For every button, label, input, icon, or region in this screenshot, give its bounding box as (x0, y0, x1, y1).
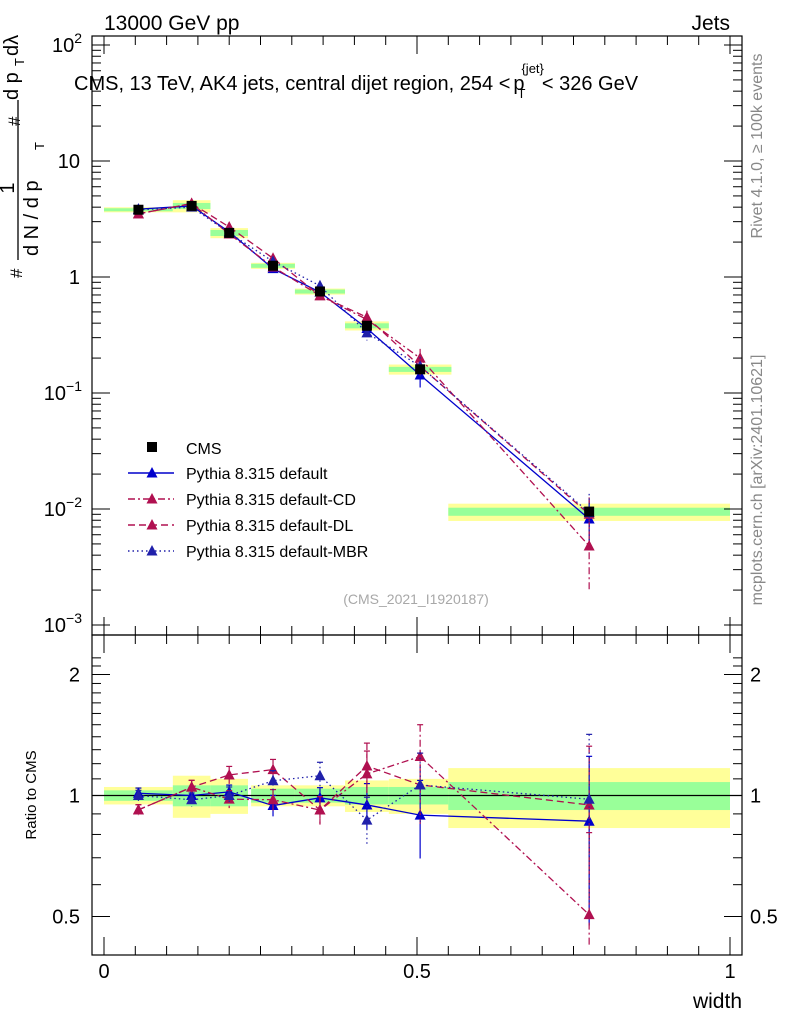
x-tick-label: 0.5 (403, 961, 431, 983)
cms-data-marker (268, 260, 279, 271)
ylabel-dp-sub: T (12, 58, 27, 66)
ratio-series-marker (267, 774, 279, 786)
cms-data-points (133, 200, 595, 517)
main-series-marker (361, 326, 373, 338)
main-y-tick-label: 10−1 (44, 378, 82, 405)
ratio-series-line (138, 765, 590, 811)
ratio-series-line (138, 791, 590, 822)
chart-title-tail: < 326 GeV (542, 73, 639, 95)
ylabel-denominator-sub: T (32, 142, 47, 150)
header-process-label: Jets (691, 12, 730, 35)
cms-data-marker (186, 200, 197, 211)
main-series-marker (583, 539, 595, 551)
chart-title-main: CMS, 13 TeV, AK4 jets, central dijet reg… (74, 73, 510, 95)
ratio-series-marker (361, 759, 373, 771)
ratio-y-tick-label: 2 (69, 665, 80, 687)
rivet-version-label: Rivet 4.1.0, ≥ 100k events (749, 54, 766, 239)
ratio-series-marker (361, 814, 373, 825)
main-series-line (138, 202, 590, 515)
ratio-y-tick-label: 0.5 (52, 907, 80, 929)
ratio-series-marker (361, 798, 373, 810)
legend-cms-marker (147, 442, 157, 452)
cms-data-marker (224, 227, 235, 238)
ratio-series-marker (186, 781, 198, 792)
cms-data-marker (133, 204, 144, 215)
ratio-series-marker (267, 763, 279, 775)
ratio-series-marker (314, 804, 326, 815)
ratio-series-marker (583, 793, 595, 804)
ratio-series-marker (223, 789, 235, 800)
legend: CMS Pythia 8.315 default Pythia 8.315 defa… (128, 441, 368, 561)
x-axis-label: width (692, 990, 742, 1013)
legend-series-label: Pythia 8.315 default-CD (186, 492, 356, 509)
main-series-line (138, 202, 590, 547)
ratio-y-tick-label-right: 0.5 (750, 907, 778, 929)
ylabel-hash-2: # (5, 116, 24, 126)
ratio-series-group (132, 724, 595, 947)
ylabel-denominator: d N / d p (21, 180, 43, 256)
chart-title: CMS, 13 TeV, AK4 jets, central dijet reg… (74, 61, 639, 101)
main-y-tick-label: 10−2 (44, 494, 82, 521)
cms-data-marker (584, 506, 595, 517)
legend-series-marker (146, 467, 158, 478)
legend-series-marker (146, 519, 158, 530)
x-tick-label: 0 (98, 961, 109, 983)
analysis-id-label: (CMS_2021_I1920187) (343, 591, 489, 607)
legend-series-marker (146, 545, 158, 556)
main-y-tick-label: 10 (58, 151, 80, 173)
ylabel-dp: d p (1, 72, 23, 100)
legend-series-label: Pythia 8.315 default (186, 466, 328, 483)
ratio-series-marker (361, 767, 373, 779)
main-series-marker (361, 311, 373, 322)
header-energy-label: 13000 GeV pp (104, 12, 239, 35)
main-y-tick-label: 10−3 (44, 610, 82, 637)
chart-title-sub: T (518, 86, 526, 101)
ratio-series-marker (583, 798, 595, 810)
main-y-tick-label: 1 (69, 267, 80, 289)
chart-title-sup: {jet} (521, 61, 544, 76)
ratio-series-marker (132, 803, 144, 815)
axis-ticks (92, 36, 742, 955)
legend-cms-label: CMS (186, 441, 222, 458)
ratio-series-line (138, 755, 590, 916)
ylabel-dlambda: dλ (1, 35, 23, 56)
main-series-line (138, 205, 590, 520)
ratio-series-marker (314, 769, 326, 781)
main-ylabel: # 1 d N / d p T # d 2 N d p T dλ (0, 35, 47, 278)
legend-series-label: Pythia 8.315 default-DL (186, 518, 353, 535)
main-y-tick-label: 102 (52, 30, 82, 57)
legend-series-label: Pythia 8.315 default-MBR (186, 544, 368, 561)
ratio-y-tick-label-right: 1 (750, 786, 761, 808)
ratio-y-tick-label: 1 (69, 786, 80, 808)
ylabel-one: 1 (0, 182, 19, 193)
ratio-series-marker (186, 793, 198, 805)
axis-tick-labels: 102 10 1 10−1 10−2 10−3 0 0.5 1 2 2 1 1 0.5 0.5 (44, 30, 778, 983)
ratio-series-marker (223, 768, 235, 780)
mcplots-label: mcplots.cern.ch [arXiv:2401.10621] (749, 355, 766, 606)
cms-data-marker (415, 364, 426, 375)
ylabel-hash-1: # (7, 268, 26, 278)
ratio-y-tick-label-right: 2 (750, 665, 761, 687)
cms-data-marker (314, 286, 325, 297)
chart-title-p: p (513, 73, 524, 95)
legend-series-marker (146, 493, 158, 504)
ratio-ylabel: Ratio to CMS (23, 750, 40, 839)
cms-data-marker (361, 320, 372, 331)
ratio-series-marker (414, 778, 426, 790)
ratio-series-marker (267, 793, 279, 805)
x-tick-label: 1 (724, 961, 735, 983)
ratio-series-marker (583, 908, 595, 920)
ratio-series-marker (132, 789, 144, 800)
ratio-series-line (138, 775, 590, 821)
